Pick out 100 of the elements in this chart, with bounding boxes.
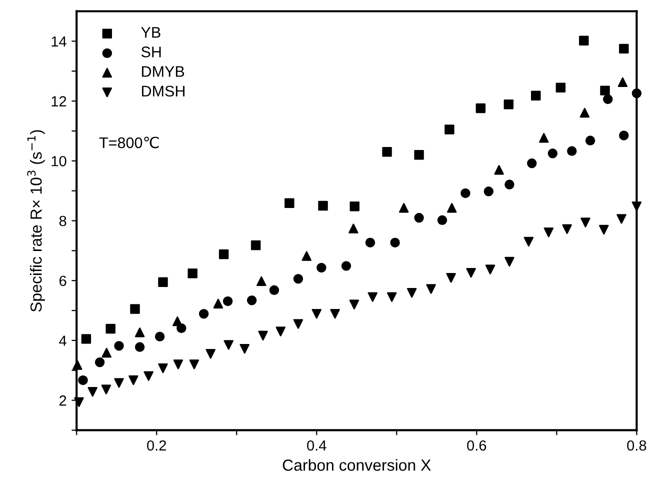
point <box>599 224 609 235</box>
y-axis-title: Specific rate R× 10$^{3}$ (s$^{−1}$) <box>27 130 45 312</box>
point <box>172 316 182 326</box>
point <box>632 202 642 212</box>
point <box>600 86 610 96</box>
point <box>562 224 572 234</box>
point <box>213 298 224 308</box>
point <box>398 203 409 213</box>
point <box>158 277 168 287</box>
point <box>504 256 514 267</box>
point <box>256 276 266 286</box>
point <box>158 363 168 374</box>
y-tick-label: 2 <box>59 395 66 406</box>
point <box>81 334 92 344</box>
point <box>189 360 200 370</box>
point <box>446 203 457 213</box>
point <box>437 215 448 226</box>
point <box>128 375 138 386</box>
point <box>330 308 340 319</box>
point <box>114 378 124 388</box>
point <box>632 88 642 98</box>
point <box>302 251 312 261</box>
point <box>566 146 577 156</box>
y-tick-label: 10 <box>52 156 66 166</box>
x-axis-title: Carbon conversion X <box>282 459 431 471</box>
point <box>258 330 268 341</box>
point <box>619 44 629 54</box>
annotation: T=800℃ <box>99 136 159 148</box>
point <box>524 236 534 247</box>
point <box>406 288 417 298</box>
point <box>284 198 294 208</box>
point <box>414 150 424 160</box>
point <box>526 158 537 168</box>
point <box>206 349 216 359</box>
point <box>466 268 476 278</box>
point <box>106 324 116 334</box>
y-tick-label: 4 <box>59 336 66 346</box>
point <box>580 108 590 118</box>
legend-label: DMYB <box>142 66 184 77</box>
point <box>78 375 88 386</box>
point <box>426 284 436 294</box>
point <box>350 202 360 212</box>
legend-label: DMSH <box>142 86 184 97</box>
point <box>414 212 424 223</box>
point <box>548 148 558 158</box>
legend-label: YB <box>141 27 160 38</box>
point <box>386 292 397 302</box>
point <box>538 132 549 143</box>
point <box>544 228 554 238</box>
y-tick-label: 8 <box>59 216 66 226</box>
point <box>368 292 378 302</box>
point <box>74 397 84 407</box>
point <box>94 357 105 368</box>
point <box>580 218 590 228</box>
point <box>312 308 322 319</box>
point <box>154 332 165 342</box>
point <box>382 147 392 157</box>
point <box>616 214 626 224</box>
point <box>144 371 154 381</box>
point <box>556 82 566 92</box>
point <box>269 285 280 296</box>
point <box>585 136 596 146</box>
point <box>240 344 250 354</box>
point <box>460 188 470 198</box>
point <box>222 296 233 306</box>
legend-label: SH <box>141 46 161 58</box>
point <box>250 240 261 250</box>
x-tick-label: 0.8 <box>627 440 646 451</box>
point <box>88 387 98 397</box>
point <box>446 273 456 283</box>
point <box>365 238 376 248</box>
point <box>318 200 328 211</box>
x-tick-label: 0.4 <box>307 440 326 451</box>
point <box>246 295 257 306</box>
point <box>173 360 184 370</box>
point <box>114 340 124 351</box>
point <box>444 124 454 134</box>
point <box>224 340 234 350</box>
y-tick-label: 14 <box>52 36 66 46</box>
point <box>293 274 304 284</box>
point <box>72 360 82 370</box>
point <box>390 238 400 248</box>
point <box>619 130 629 140</box>
point <box>348 224 358 234</box>
point <box>530 90 541 101</box>
point <box>218 249 229 260</box>
point <box>188 268 198 278</box>
x-tick-label: 0.2 <box>147 440 166 451</box>
point <box>316 262 326 273</box>
point <box>504 180 514 190</box>
point <box>198 308 209 319</box>
point <box>579 36 589 46</box>
x-tick-label: 0.6 <box>467 440 486 451</box>
point <box>134 342 145 352</box>
point <box>130 304 140 314</box>
point <box>618 77 628 88</box>
y-tick-label: 6 <box>59 276 66 286</box>
point <box>134 328 145 338</box>
point <box>485 264 496 274</box>
point <box>476 103 486 114</box>
